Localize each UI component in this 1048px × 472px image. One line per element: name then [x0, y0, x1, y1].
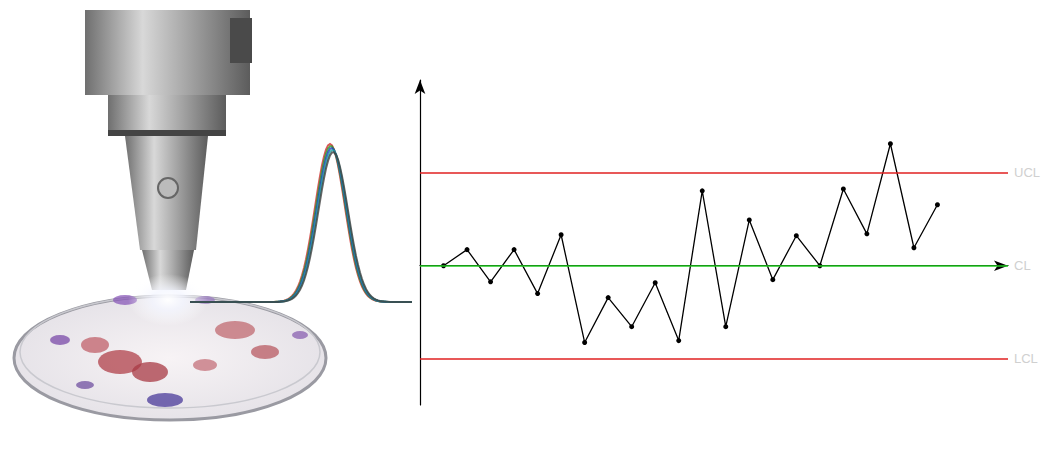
svg-text:UCL: UCL: [1014, 165, 1040, 180]
svg-text:LCL: LCL: [1014, 351, 1038, 366]
svg-text:CL: CL: [1014, 258, 1031, 273]
